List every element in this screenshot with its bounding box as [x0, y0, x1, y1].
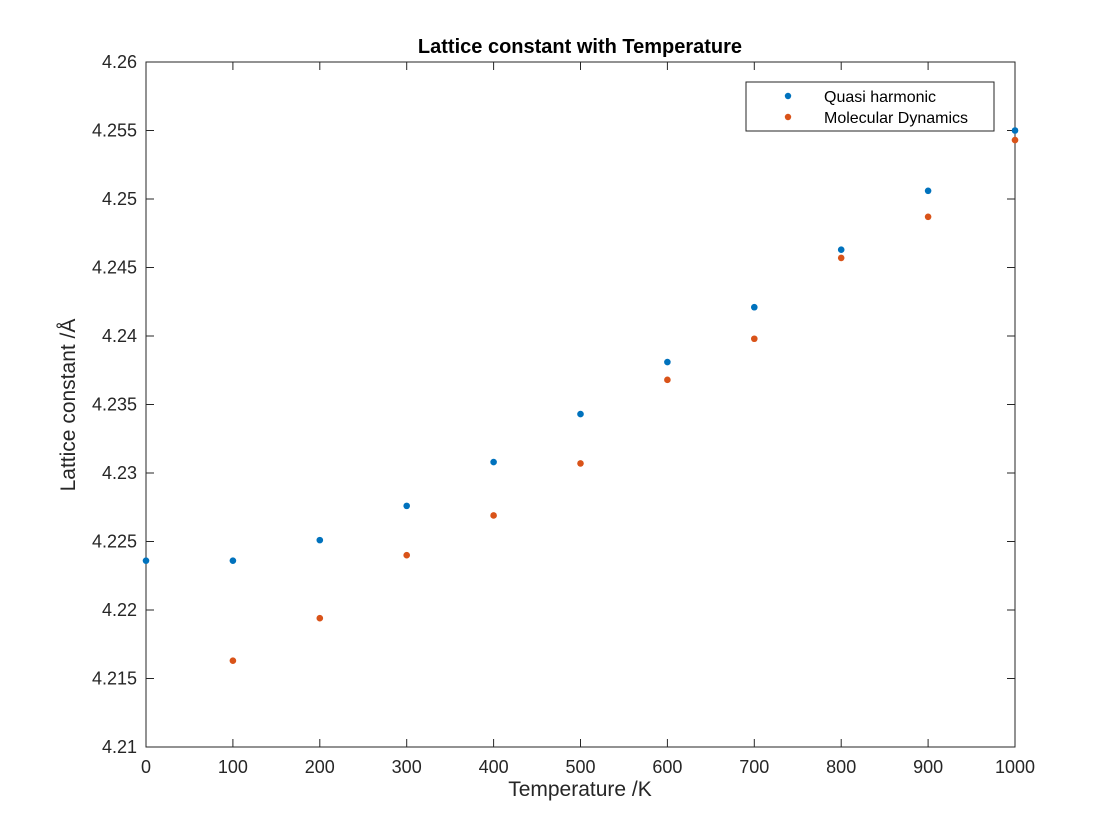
data-point-quasi-harmonic [924, 187, 932, 195]
y-tick-label: 4.23 [102, 463, 137, 483]
data-point-quasi-harmonic [664, 358, 671, 366]
y-tick-label: 4.255 [92, 121, 137, 141]
legend-label-molecular-dynamics: Molecular Dynamics [824, 110, 968, 127]
y-axis: 4.21 4.215 4.22 4.225 4.23 4.235 4.24 4.245 4.25… [92, 52, 1015, 757]
x-tick-label: 600 [652, 757, 682, 777]
y-tick-label: 4.215 [92, 669, 137, 689]
data-point-quasi-harmonic [142, 557, 150, 564]
data-point-molecular-dynamics [403, 551, 411, 559]
data-point-quasi-harmonic [229, 557, 237, 564]
x-tick-label: 300 [392, 757, 422, 777]
data-point-molecular-dynamics [1011, 136, 1019, 144]
x-tick-label: 700 [739, 757, 769, 777]
x-axis: 0 100 200 300 400 500 600 700 800 900 1000 [141, 62, 1035, 777]
x-tick-label: 800 [826, 757, 856, 777]
data-point-quasi-harmonic [1011, 127, 1019, 134]
x-axis-title: Temperature /K [508, 778, 652, 801]
y-tick-label: 4.21 [102, 737, 137, 757]
data-point-molecular-dynamics [664, 376, 671, 384]
data-point-quasi-harmonic [490, 458, 497, 466]
data-point-molecular-dynamics [751, 335, 758, 343]
legend-marker-molecular-dynamics [784, 113, 792, 121]
data-point-molecular-dynamics [229, 657, 237, 664]
data-point-molecular-dynamics [924, 213, 932, 221]
y-tick-label: 4.245 [92, 258, 137, 278]
data-point-quasi-harmonic [403, 502, 411, 510]
y-tick-label: 4.22 [102, 600, 137, 620]
x-tick-label: 500 [565, 757, 595, 777]
data-points [142, 127, 1019, 664]
data-point-quasi-harmonic [577, 410, 584, 418]
x-tick-label: 100 [218, 757, 248, 777]
y-tick-label: 4.24 [102, 326, 137, 346]
data-point-quasi-harmonic [316, 536, 324, 544]
x-tick-label: 900 [913, 757, 943, 777]
chart-title: Lattice constant with Temperature [418, 36, 742, 58]
plot-area [145, 61, 1016, 748]
y-tick-label: 4.26 [102, 52, 137, 72]
x-tick-label: 400 [479, 757, 509, 777]
y-tick-label: 4.235 [92, 395, 137, 415]
data-point-molecular-dynamics [577, 460, 584, 467]
data-point-molecular-dynamics [490, 512, 497, 519]
legend-label-quasi-harmonic: Quasi harmonic [824, 89, 936, 106]
data-point-quasi-harmonic [751, 303, 758, 311]
data-point-molecular-dynamics [316, 614, 324, 622]
data-point-molecular-dynamics [837, 254, 845, 262]
x-tick-label: 1000 [995, 757, 1035, 777]
y-axis-title: Lattice constant /Å [57, 319, 80, 492]
legend: Quasi harmonic Molecular Dynamics [745, 81, 995, 132]
y-tick-label: 4.25 [102, 189, 137, 209]
x-tick-label: 200 [305, 757, 335, 777]
x-tick-label: 0 [141, 757, 151, 777]
y-tick-label: 4.225 [92, 532, 137, 552]
legend-box [745, 81, 995, 132]
legend-marker-quasi-harmonic [784, 92, 792, 100]
data-point-quasi-harmonic [837, 246, 845, 253]
